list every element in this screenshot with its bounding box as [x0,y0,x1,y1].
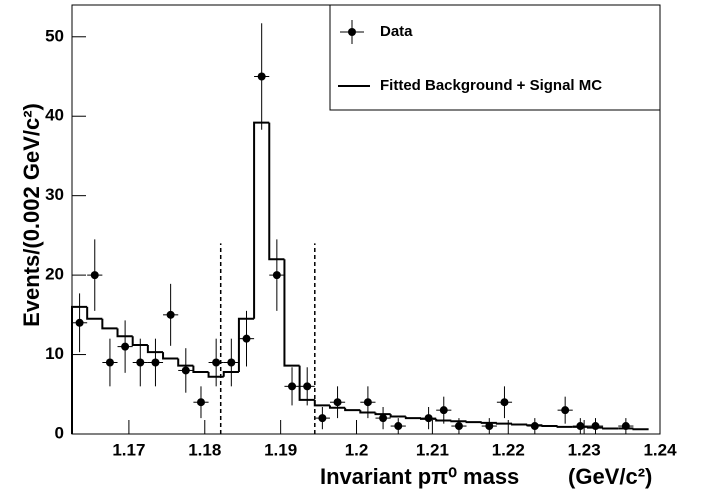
fit-step [404,416,422,420]
fit-step [450,420,467,423]
data-point [303,382,312,391]
legend-box [329,4,661,111]
legend-marker [348,28,356,36]
fit-step [268,122,285,261]
data-point [257,72,266,81]
fit-step [374,412,391,416]
data-point [181,366,190,375]
fit-step [389,414,406,418]
fit-step [480,421,497,424]
fit-step [71,305,88,434]
fit-step [162,352,179,360]
y-tick-label: 40 [45,106,64,125]
data-point [530,422,539,431]
data-point [439,406,448,415]
x-axis-title: Invariant pπ⁰ mass [320,464,519,489]
fit-step [602,427,619,430]
fit-step [253,121,270,319]
x-tick-label: 1.17 [112,440,145,459]
data-point [485,422,494,431]
y-tick-label: 20 [45,265,64,284]
fit-step [298,365,315,401]
data-point [500,398,509,407]
fit-step [86,306,103,320]
data-point [105,358,114,367]
fit-step [541,425,558,428]
y-tick-label: 50 [45,26,64,45]
data-point [288,382,297,391]
data-point [272,271,281,280]
data-point [576,422,585,431]
fit-step [495,422,513,425]
x-axis-unit: (GeV/c²) [568,464,652,489]
fit-step [283,259,300,367]
legend-label: Data [380,23,413,40]
fit-step [131,336,148,347]
data-point [151,358,160,367]
fit-step [359,410,376,414]
fit-step [344,407,361,412]
fit-step [222,371,239,377]
x-tick-label: 1.21 [416,440,449,459]
data-point [424,414,433,423]
fit-step [328,405,346,409]
fit-step [511,423,528,426]
data-point [333,398,342,407]
x-tick-label: 1.2 [345,440,369,459]
x-tick-label: 1.24 [643,440,677,459]
y-tick-label: 10 [45,344,64,363]
data-point [227,358,236,367]
fit-step [632,428,649,431]
data-point [379,414,388,423]
data-point [591,422,600,431]
x-tick-label: 1.18 [188,440,221,459]
data-point [363,398,372,407]
fit-step [237,317,255,373]
data-point [75,318,84,327]
y-tick-label: 0 [55,423,64,442]
fit-step [435,418,452,422]
fit-step [101,318,118,330]
data-point [454,422,463,431]
data-point [166,310,175,319]
fit-step [177,358,194,367]
x-tick-label: 1.23 [568,440,601,459]
legend-label: Fitted Background + Signal MC [380,77,602,94]
fit-step [146,345,164,354]
fit-step [207,372,224,378]
data-point [196,398,205,407]
data-point [621,422,630,431]
y-axis-title: Events/(0.002 GeV/c²) [19,103,44,327]
y-tick-label: 30 [45,185,64,204]
data-point [121,342,130,351]
data-point [90,271,99,280]
fit-step [465,421,482,424]
x-tick-label: 1.22 [492,440,525,459]
data-point [394,422,403,431]
data-point [136,358,145,367]
fit-step [313,399,330,407]
fit-step [556,425,573,428]
fit-step [192,365,209,374]
fit-step [116,328,133,338]
data-point [318,414,327,423]
x-tick-label: 1.19 [264,440,297,459]
data-point [242,334,251,343]
data-point [561,406,570,415]
data-point [212,358,221,367]
